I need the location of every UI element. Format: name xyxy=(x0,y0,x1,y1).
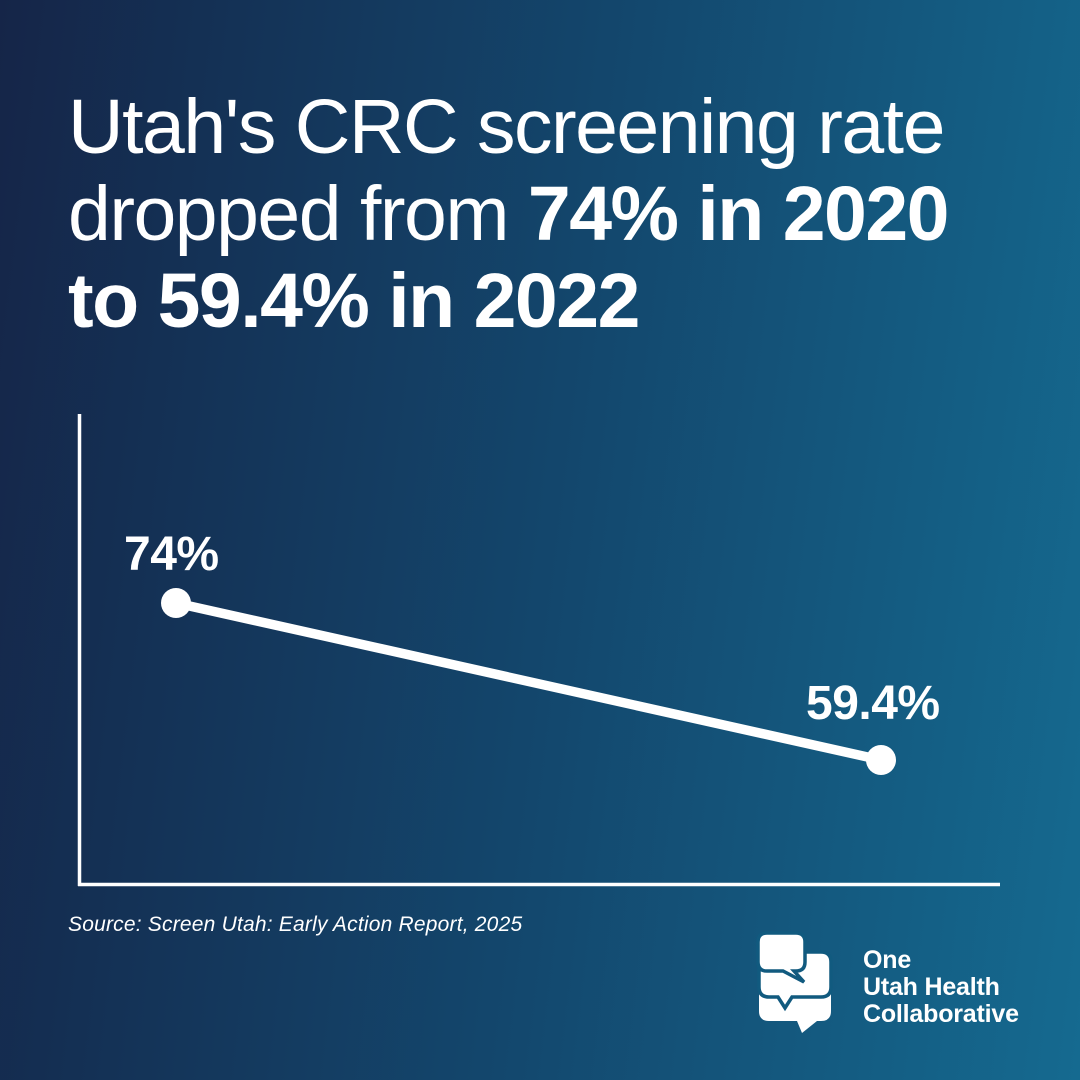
data-label-2022: 59.4% xyxy=(806,677,940,730)
title-line-1: Utah's CRC screening rate xyxy=(68,84,948,171)
line-chart xyxy=(77,414,1000,887)
logo-line-one: One xyxy=(863,946,912,974)
data-point-2022 xyxy=(866,745,896,775)
title-line-3-text: to 59.4% in 2022 xyxy=(68,258,640,344)
brand-logo: One Utah Health Collaborative xyxy=(756,931,1019,1035)
trend-line xyxy=(171,598,886,765)
title-line-2-bold: 74% in 2020 xyxy=(527,171,950,257)
title-line-2: dropped from 74% in 2020 xyxy=(68,171,950,258)
brand-logo-text: One Utah Health Collaborative xyxy=(863,931,1019,1028)
data-label-2020: 74% xyxy=(124,528,219,581)
chat-bubbles-icon xyxy=(756,931,833,1033)
page-title: Utah's CRC screening rate dropped from 7… xyxy=(68,84,950,345)
source-text: Source: Screen Utah: Early Action Report… xyxy=(68,913,523,936)
title-line-3: to 59.4% in 2022 xyxy=(68,258,948,345)
title-line-2-regular: dropped from xyxy=(68,171,528,257)
logo-line-collaborative: Collaborative xyxy=(863,1000,1019,1028)
data-point-2020 xyxy=(161,588,191,618)
logo-line-utah-health: Utah Health xyxy=(863,973,1000,1001)
title-line-1-text: Utah's CRC screening rate xyxy=(68,84,945,170)
chat-bubble-front xyxy=(756,931,807,984)
